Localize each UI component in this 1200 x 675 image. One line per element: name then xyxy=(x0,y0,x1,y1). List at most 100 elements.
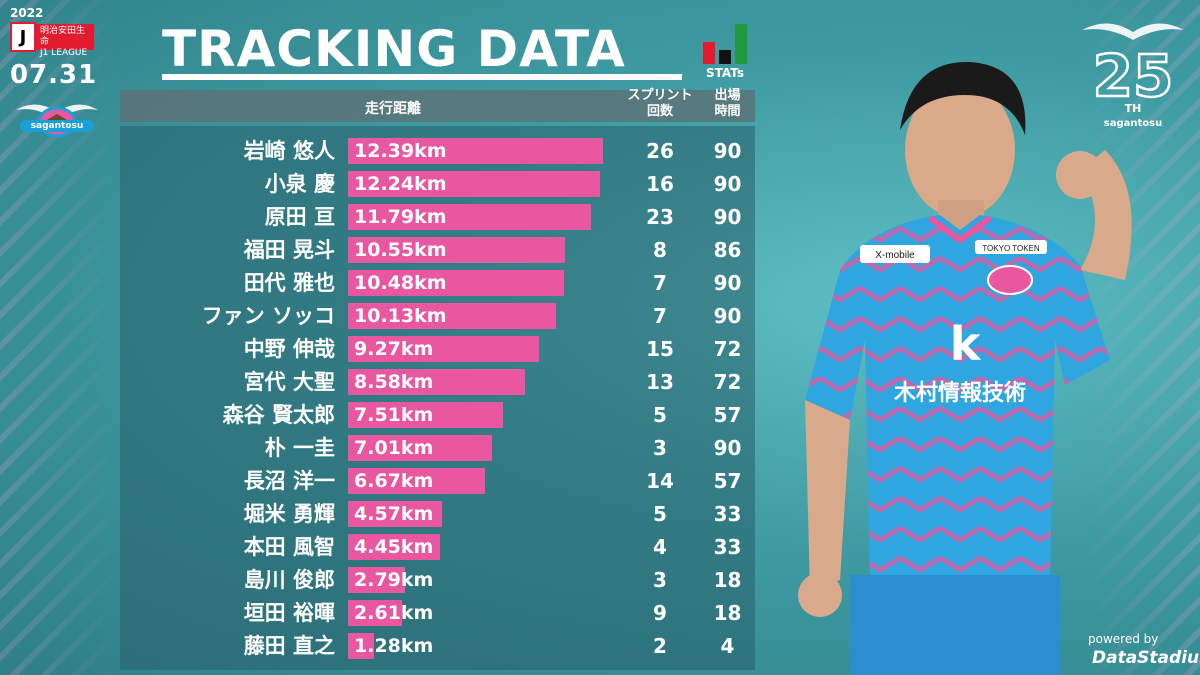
player-name: 長沼 洋一 xyxy=(243,469,335,493)
title-underline xyxy=(162,74,682,80)
distance-bar xyxy=(348,270,564,296)
minutes-played: 18 xyxy=(713,568,742,592)
player-name: 原田 亘 xyxy=(264,205,335,229)
minutes-played: 90 xyxy=(713,172,742,196)
player-name: 宮代 大聖 xyxy=(243,370,335,394)
distance-value: 1.28km xyxy=(354,635,434,657)
header-minutes-line2: 時間 xyxy=(714,104,741,119)
distance-value: 11.79km xyxy=(354,206,447,228)
player-name: 本田 風智 xyxy=(243,535,335,559)
distance-bar xyxy=(348,600,402,626)
distance-value: 12.39km xyxy=(354,140,447,162)
sprint-count: 3 xyxy=(653,568,667,592)
tracking-table: 走行距離 スプリント 回数 出場 時間 岩崎 悠人 12.39km 26 90 小泉 慶… xyxy=(120,88,755,670)
stats-bar-icon xyxy=(703,24,747,64)
minutes-played: 86 xyxy=(713,238,742,262)
j-league-logo: J 明治安田生命 J1 LEAGUE xyxy=(10,22,110,58)
minutes-played: 90 xyxy=(713,436,742,460)
minutes-played: 72 xyxy=(713,337,742,361)
minutes-played: 90 xyxy=(713,139,742,163)
jersey-sponsor-top: X-mobile xyxy=(875,250,915,261)
anniversary-emblem: 25 TH sagantosu xyxy=(1082,23,1184,129)
distance-bar xyxy=(348,369,525,395)
table-row: 福田 晃斗 10.55km 8 86 xyxy=(120,235,755,265)
season-year: 2022 xyxy=(10,6,44,20)
minutes-played: 90 xyxy=(713,205,742,229)
distance-bar xyxy=(348,138,603,164)
title-area: TRACKING DATA xyxy=(162,18,682,80)
table-row: 本田 風智 4.45km 4 33 xyxy=(120,532,755,562)
header-sprints-line2: 回数 xyxy=(646,104,673,119)
minutes-played: 33 xyxy=(713,502,742,526)
sprint-count: 7 xyxy=(653,304,667,328)
distance-bar xyxy=(348,534,440,560)
player-name: 垣田 裕暉 xyxy=(243,601,335,625)
distance-value: 2.61km xyxy=(354,602,434,624)
table-header: 走行距離 スプリント 回数 出場 時間 xyxy=(120,88,755,122)
distance-value: 7.01km xyxy=(354,437,434,459)
powered-by-label: powered by xyxy=(1088,632,1159,646)
sprint-count: 4 xyxy=(653,535,667,559)
distance-value: 8.58km xyxy=(354,371,434,393)
stats-label: STATs xyxy=(706,66,744,80)
player-name: 藤田 直之 xyxy=(243,634,335,658)
sprint-count: 7 xyxy=(653,271,667,295)
minutes-played: 33 xyxy=(713,535,742,559)
distance-value: 4.45km xyxy=(354,536,434,558)
minutes-played: 57 xyxy=(713,403,742,427)
minutes-played: 4 xyxy=(720,634,735,658)
table-row: 岩崎 悠人 12.39km 26 90 xyxy=(120,136,755,166)
sprint-count: 26 xyxy=(646,139,674,163)
minutes-played: 90 xyxy=(713,304,742,328)
page-title: TRACKING DATA xyxy=(162,20,626,78)
sprint-count: 9 xyxy=(653,601,667,625)
distance-value: 6.67km xyxy=(354,470,434,492)
distance-bar xyxy=(348,633,374,659)
player-name: 島川 俊郎 xyxy=(243,568,335,592)
table-row: 藤田 直之 1.28km 2 4 xyxy=(120,631,755,661)
jersey-main-sponsor: 木村情報技術 xyxy=(893,380,1026,406)
sprint-count: 15 xyxy=(646,337,674,361)
header-distance: 走行距離 xyxy=(365,101,421,117)
distance-value: 4.57km xyxy=(354,503,434,525)
table-row: 中野 伸哉 9.27km 15 72 xyxy=(120,334,755,364)
distance-value: 10.13km xyxy=(354,305,447,327)
player-name: ファン ソッコ xyxy=(201,304,335,328)
header-minutes: 出場 時間 xyxy=(700,88,755,120)
minutes-played: 57 xyxy=(713,469,742,493)
header-minutes-line1: 出場 xyxy=(714,88,741,103)
anniversary-club: sagantosu xyxy=(1104,118,1162,129)
sprint-count: 3 xyxy=(653,436,667,460)
player-name: 福田 晃斗 xyxy=(243,238,335,262)
league-badge: 2022 J 明治安田生命 J1 LEAGUE 07.31 xyxy=(10,6,110,90)
table-row: 堀米 勇輝 4.57km 5 33 xyxy=(120,499,755,529)
j-league-mark: J xyxy=(10,22,36,52)
player-name: 小泉 慶 xyxy=(264,172,335,196)
table-row: 原田 亘 11.79km 23 90 xyxy=(120,202,755,232)
sprint-count: 2 xyxy=(653,634,667,658)
table-row: 田代 雅也 10.48km 7 90 xyxy=(120,268,755,298)
table-row: 森谷 賢太郎 7.51km 5 57 xyxy=(120,400,755,430)
provider-logo: DataStadium xyxy=(1092,648,1200,668)
sprint-count: 8 xyxy=(653,238,667,262)
distance-bar xyxy=(348,237,565,263)
minutes-played: 18 xyxy=(713,601,742,625)
distance-value: 7.51km xyxy=(354,404,434,426)
distance-bar xyxy=(348,468,485,494)
table-row: 小泉 慶 12.24km 16 90 xyxy=(120,169,755,199)
distance-bar xyxy=(348,501,442,527)
distance-value: 9.27km xyxy=(354,338,434,360)
anniversary-suffix: TH xyxy=(1125,102,1142,115)
distance-bar xyxy=(348,435,492,461)
table-row: ファン ソッコ 10.13km 7 90 xyxy=(120,301,755,331)
league-sponsor: 明治安田生命 xyxy=(40,26,86,47)
table-row: 垣田 裕暉 2.61km 9 18 xyxy=(120,598,755,628)
sprint-count: 23 xyxy=(646,205,674,229)
table-row: 宮代 大聖 8.58km 13 72 xyxy=(120,367,755,397)
minutes-played: 90 xyxy=(713,271,742,295)
distance-bar xyxy=(348,402,503,428)
table-row: 長沼 洋一 6.67km 14 57 xyxy=(120,466,755,496)
header-sprints: スプリント 回数 xyxy=(620,88,700,120)
distance-bar xyxy=(348,204,591,230)
jersey-k-logo: k xyxy=(950,317,982,371)
